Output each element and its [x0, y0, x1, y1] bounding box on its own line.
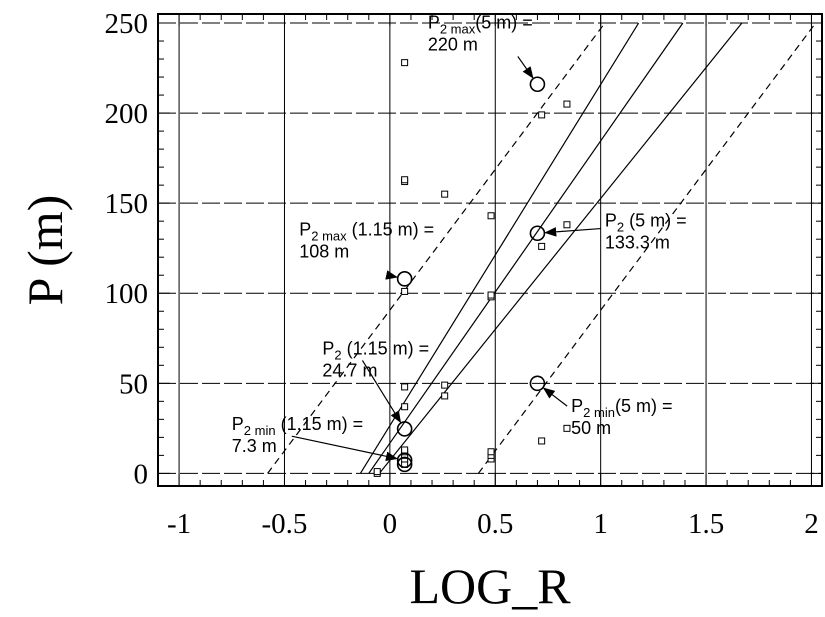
minor-ticks	[157, 14, 822, 486]
data-points	[373, 59, 571, 477]
data-point	[538, 437, 546, 445]
data-point	[401, 446, 409, 454]
annotation-rest: (5 m) =	[475, 12, 533, 32]
annotation-0: P2 max(5 m) =220 m	[428, 12, 534, 79]
x-axis-label: LOG_R	[409, 558, 571, 614]
annotation-line1: P2 (1.15 m) =	[322, 338, 429, 362]
data-point	[538, 242, 546, 250]
annotation-arrow	[517, 56, 534, 79]
x-tick-label: 1.5	[688, 508, 724, 540]
data-point	[487, 291, 495, 299]
annotations: P2 max(5 m) =220 mP2 max (1.15 m) =108 m…	[232, 12, 687, 462]
grid	[158, 14, 822, 486]
y-axis-label: P (m)	[17, 195, 73, 306]
y-tick-label: 0	[134, 458, 149, 490]
annotation-subscript: 2	[617, 220, 624, 235]
annotation-subscript: 2	[334, 347, 341, 362]
annotation-line1: P2 min (1.15 m) =	[232, 414, 363, 438]
annotation-rest: (5 m) =	[615, 396, 673, 416]
annotation-line1: P2 max (1.15 m) =	[299, 220, 434, 244]
data-point	[563, 100, 571, 108]
data-point	[401, 287, 409, 295]
data-point	[487, 448, 495, 456]
data-point	[401, 59, 409, 67]
annotation-line2: 108 m	[299, 242, 349, 262]
y-tick-label: 250	[105, 8, 149, 40]
data-point	[441, 381, 449, 389]
annotation-line2: 7.3 m	[232, 436, 277, 456]
annotation-rest: (5 m) =	[624, 211, 687, 231]
data-point	[401, 383, 409, 391]
data-point	[401, 176, 409, 184]
annotation-main: P	[322, 338, 334, 358]
annotation-line2: 220 m	[428, 34, 478, 54]
plot-frame	[157, 13, 823, 487]
annotation-rest: (1.15 m) =	[347, 220, 435, 240]
y-tick-label: 150	[105, 188, 149, 220]
annotation-arrow	[361, 360, 402, 424]
y-tick-label: 200	[105, 98, 149, 130]
annotation-1: P2 max (1.15 m) =108 m	[299, 220, 434, 280]
annotation-rest: (1.15 m) =	[342, 338, 430, 358]
annotation-main: P	[299, 220, 311, 240]
annotation-line1: P2 min(5 m) =	[571, 396, 672, 420]
regression-line-2	[359, 22, 640, 474]
annotation-line2: 133.3 m	[605, 233, 670, 253]
highlighted-point	[529, 76, 546, 93]
x-tick-label: 0	[383, 508, 398, 540]
highlighted-point	[396, 271, 413, 287]
highlighted-point	[396, 421, 413, 437]
x-tick-label: 1	[593, 508, 608, 540]
data-point	[441, 190, 449, 198]
y-tick-label: 50	[119, 368, 148, 400]
annotation-arrow	[544, 227, 601, 237]
data-point	[441, 392, 449, 400]
annotation-2: P2 (5 m) =133.3 m	[544, 211, 687, 253]
annotation-5: P2 min (1.15 m) =7.3 m	[232, 414, 398, 462]
annotation-subscript: 2 min	[244, 423, 276, 438]
annotation-line1: P2 max(5 m) =	[428, 12, 533, 36]
dashed-line-0	[267, 22, 606, 474]
dashed-line-1	[477, 22, 817, 474]
annotation-rest: (1.15 m) =	[276, 414, 364, 434]
x-tick-label: -1	[167, 508, 191, 540]
y-tick-label: 100	[105, 278, 149, 310]
annotation-main: P	[428, 12, 440, 32]
annotation-line2: 24.7 m	[322, 360, 377, 380]
regression-line-4	[378, 22, 743, 474]
annotation-main: P	[232, 414, 244, 434]
annotation-4: P2 min(5 m) =50 m	[542, 387, 672, 438]
regression-line-3	[368, 22, 684, 474]
annotation-arrow	[291, 435, 398, 462]
fit-lines	[267, 22, 817, 474]
data-point	[401, 403, 409, 411]
annotation-line1: P2 (5 m) =	[605, 211, 687, 235]
annotation-arrow	[385, 270, 398, 280]
y-tick-labels: 0 50 100 150 200 250	[105, 8, 149, 490]
data-point	[373, 468, 381, 476]
annotation-line2: 50 m	[571, 418, 611, 438]
annotation-subscript: 2 max	[311, 229, 347, 244]
data-point	[563, 424, 571, 432]
x-tick-label: 0.5	[477, 508, 513, 540]
highlighted-point	[529, 375, 546, 392]
annotation-subscript: 2 max	[440, 21, 476, 36]
annotation-main: P	[605, 211, 617, 231]
annotation-main: P	[571, 396, 583, 416]
annotation-subscript: 2 min	[583, 405, 615, 420]
highlighted-point	[529, 225, 546, 242]
annotation-3: P2 (1.15 m) =24.7 m	[322, 338, 429, 424]
annotation-arrow	[542, 387, 568, 407]
data-point	[563, 221, 571, 229]
data-point	[487, 212, 495, 220]
highlighted-point	[396, 456, 413, 473]
x-tick-label: -0.5	[262, 508, 308, 540]
highlighted-points	[396, 76, 546, 473]
data-point	[538, 111, 546, 119]
x-tick-labels: -1 -0.5 0 0.5 1 1.5 2	[167, 508, 819, 540]
x-tick-label: 2	[804, 508, 819, 540]
